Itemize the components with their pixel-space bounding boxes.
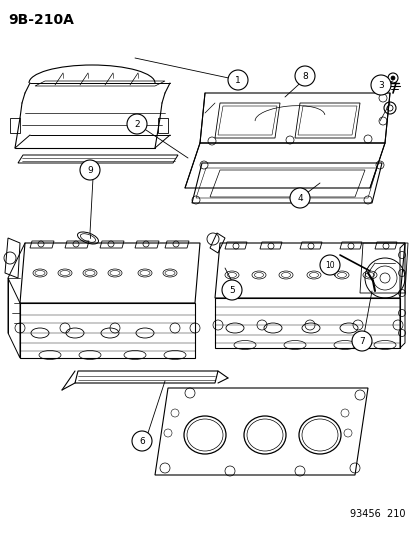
Circle shape xyxy=(228,70,247,90)
Circle shape xyxy=(132,431,152,451)
Text: 5: 5 xyxy=(228,286,234,295)
Text: 4: 4 xyxy=(297,193,302,203)
Text: 6: 6 xyxy=(139,437,145,446)
Circle shape xyxy=(221,280,242,300)
Text: 10: 10 xyxy=(324,261,334,270)
Circle shape xyxy=(289,188,309,208)
Circle shape xyxy=(390,76,394,80)
Text: 9B-210A: 9B-210A xyxy=(8,13,74,27)
Circle shape xyxy=(127,114,147,134)
Circle shape xyxy=(319,255,339,275)
Text: 8: 8 xyxy=(301,71,307,80)
Circle shape xyxy=(80,160,100,180)
Text: 2: 2 xyxy=(134,119,140,128)
Circle shape xyxy=(351,331,371,351)
Circle shape xyxy=(294,66,314,86)
Text: 7: 7 xyxy=(358,336,364,345)
Text: 1: 1 xyxy=(235,76,240,85)
Text: 93456  210: 93456 210 xyxy=(350,509,405,519)
Text: 3: 3 xyxy=(377,80,383,90)
Circle shape xyxy=(370,75,390,95)
Text: 9: 9 xyxy=(87,166,93,174)
